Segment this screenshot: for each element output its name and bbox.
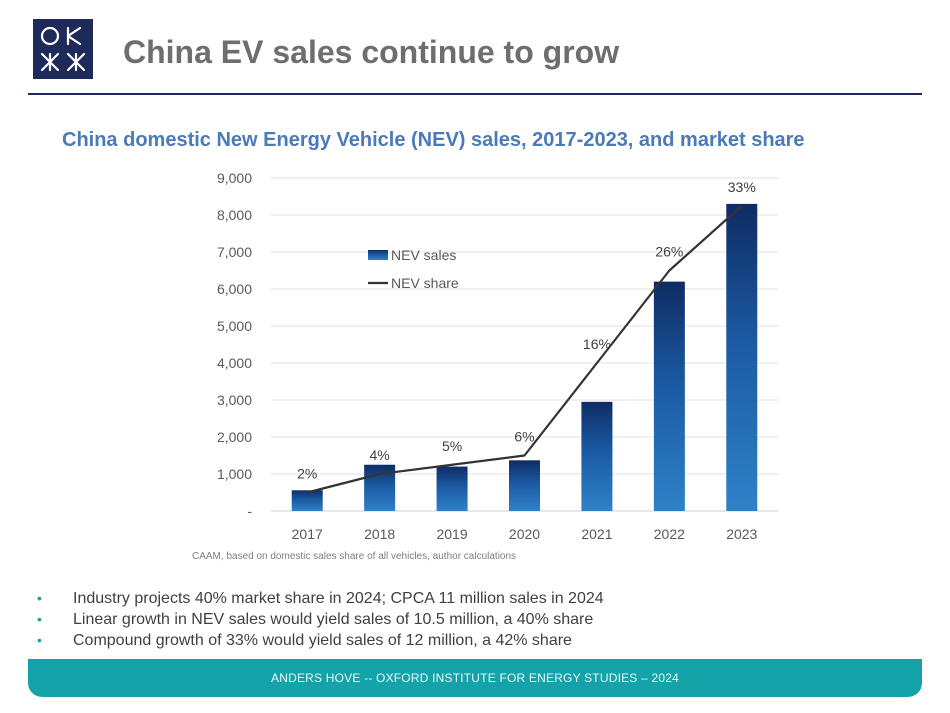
bullet-text: Linear growth in NEV sales would yield s… bbox=[73, 611, 594, 628]
y-tick-label: 9,000 bbox=[217, 170, 252, 186]
bullet-marker: • bbox=[37, 632, 42, 648]
bar-2020 bbox=[509, 460, 540, 511]
share-data-label: 26% bbox=[655, 244, 683, 260]
oxford-institute-logo-icon bbox=[33, 19, 93, 79]
x-tick-label: 2019 bbox=[436, 526, 467, 542]
bar-2017 bbox=[291, 490, 323, 511]
y-tick-label: 7,000 bbox=[217, 244, 252, 260]
x-tick-label: 2022 bbox=[654, 526, 685, 542]
legend-bar-swatch bbox=[368, 250, 388, 260]
y-tick-label: 5,000 bbox=[217, 318, 252, 334]
chart-title: China domestic New Energy Vehicle (NEV) … bbox=[62, 129, 805, 151]
x-tick-label: 2023 bbox=[726, 526, 757, 542]
bullet-item: • Linear growth in NEV sales would yield … bbox=[34, 609, 604, 630]
share-data-label: 33% bbox=[728, 179, 756, 195]
bar-2023 bbox=[726, 203, 758, 511]
y-tick-label: 2,000 bbox=[217, 429, 252, 445]
footer-text: ANDERS HOVE -- OXFORD INSTITUTE FOR ENER… bbox=[271, 671, 679, 685]
page-title: China EV sales continue to grow bbox=[123, 34, 620, 70]
footer-bar: ANDERS HOVE -- OXFORD INSTITUTE FOR ENER… bbox=[28, 659, 922, 697]
share-data-label: 16% bbox=[583, 336, 611, 352]
bullet-item: • Industry projects 40% market share in 2… bbox=[34, 588, 604, 609]
share-data-label: 4% bbox=[370, 447, 390, 463]
bullet-marker: • bbox=[37, 590, 42, 606]
y-tick-label: 4,000 bbox=[217, 355, 252, 371]
share-data-label: 2% bbox=[297, 466, 317, 482]
share-data-label: 5% bbox=[442, 438, 462, 454]
bar-2019 bbox=[436, 466, 468, 511]
legend-label-sales: NEV sales bbox=[391, 247, 456, 263]
share-data-label: 6% bbox=[514, 429, 534, 445]
y-tick-label: 1,000 bbox=[217, 466, 252, 482]
bullet-list: • Industry projects 40% market share in 2… bbox=[34, 588, 604, 651]
y-tick-label: 3,000 bbox=[217, 392, 252, 408]
y-tick-label: 8,000 bbox=[217, 207, 252, 223]
nev-sales-chart: - 1,000 2,000 3,000 4,000 5,000 6,000 7,000 8,00… bbox=[217, 170, 778, 542]
legend-label-share: NEV share bbox=[391, 275, 459, 291]
x-tick-label: 2018 bbox=[364, 526, 395, 542]
share-line bbox=[306, 204, 743, 494]
bar-2021 bbox=[581, 401, 613, 511]
bullet-marker: • bbox=[37, 611, 42, 627]
bullet-item: • Compound growth of 33% would yield sale… bbox=[34, 630, 604, 651]
bullet-text: Compound growth of 33% would yield sales… bbox=[73, 632, 572, 649]
x-tick-label: 2017 bbox=[292, 526, 323, 542]
x-tick-label: 2021 bbox=[581, 526, 612, 542]
bar-2022 bbox=[653, 281, 685, 511]
y-tick-label: 6,000 bbox=[217, 281, 252, 297]
title-divider bbox=[28, 93, 922, 95]
bullet-text: Industry projects 40% market share in 20… bbox=[73, 590, 604, 607]
x-tick-label: 2020 bbox=[509, 526, 540, 542]
y-tick-label: - bbox=[247, 503, 252, 519]
chart-source-note: CAAM, based on domestic sales share of a… bbox=[192, 551, 517, 562]
